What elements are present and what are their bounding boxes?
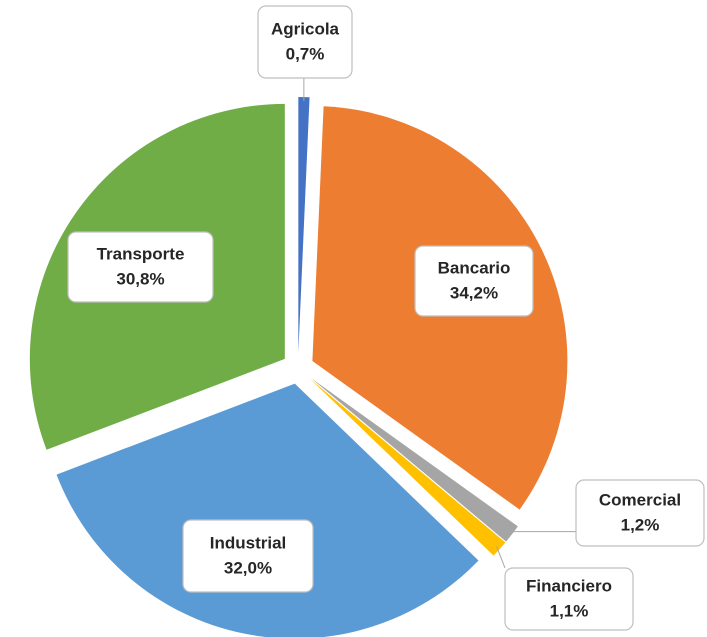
- category-label: Transporte: [97, 244, 185, 263]
- category-label: Industrial: [210, 533, 287, 552]
- pie-slice: [56, 383, 479, 637]
- label-box: [257, 5, 353, 79]
- category-label: Financiero: [526, 576, 612, 595]
- label-box: [414, 245, 534, 317]
- pie-slice: [310, 377, 518, 542]
- value-label: 34,2%: [450, 283, 498, 302]
- label-box: [575, 479, 705, 547]
- label-box: [182, 519, 314, 593]
- pie-slice: [298, 97, 310, 353]
- category-label: Comercial: [599, 490, 681, 509]
- value-label: 0,7%: [286, 44, 325, 63]
- value-label: 32,0%: [224, 558, 272, 577]
- category-label: Bancario: [438, 258, 511, 277]
- label-box: [67, 231, 214, 303]
- value-label: 1,1%: [550, 601, 589, 620]
- value-label: 30,8%: [116, 269, 164, 288]
- value-label: 1,2%: [621, 515, 660, 534]
- category-label: Agricola: [271, 19, 340, 38]
- leader-line: [496, 546, 506, 569]
- label-box: [504, 567, 634, 631]
- pie-slice: [309, 378, 506, 556]
